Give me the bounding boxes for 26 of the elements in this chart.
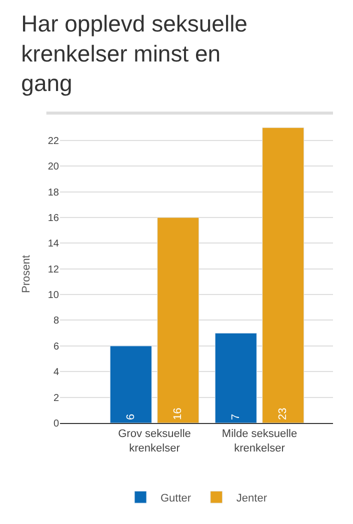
bar (214, 332, 257, 423)
y-tick-label: 18 (48, 187, 60, 198)
y-tick-label: 8 (53, 316, 60, 327)
data-label: 7 (230, 414, 242, 420)
x-tick-label: Milde seksuelle krenkelser (222, 428, 298, 454)
chart-title: Har opplevd seksuelle krenkelser minst en gang (21, 10, 248, 96)
y-tick-label: 6 (53, 341, 60, 352)
y-tick-label: 14 (48, 238, 60, 250)
y-tick-label: 22 (48, 136, 60, 147)
y-tick-label: 12 (48, 264, 60, 276)
legend-label: Jenter (236, 492, 268, 504)
data-label: 16 (172, 408, 184, 420)
data-label: 6 (124, 414, 137, 420)
bar (110, 346, 152, 423)
y-tick-label: 2 (53, 392, 60, 404)
legend-label: Gutter (160, 492, 192, 504)
x-tick-label: Grov seksuelle krenkelser (118, 428, 191, 454)
data-label: 23 (277, 408, 290, 420)
y-tick-label: 20 (48, 162, 60, 173)
y-tick-label: 4 (53, 367, 60, 378)
y-tick-label: 0 (53, 418, 60, 430)
y-tick-label: 10 (48, 290, 60, 302)
bar (262, 127, 304, 423)
bar (157, 217, 200, 423)
y-tick-label: 16 (48, 212, 60, 224)
y-axis-title: Prosent (20, 255, 33, 293)
